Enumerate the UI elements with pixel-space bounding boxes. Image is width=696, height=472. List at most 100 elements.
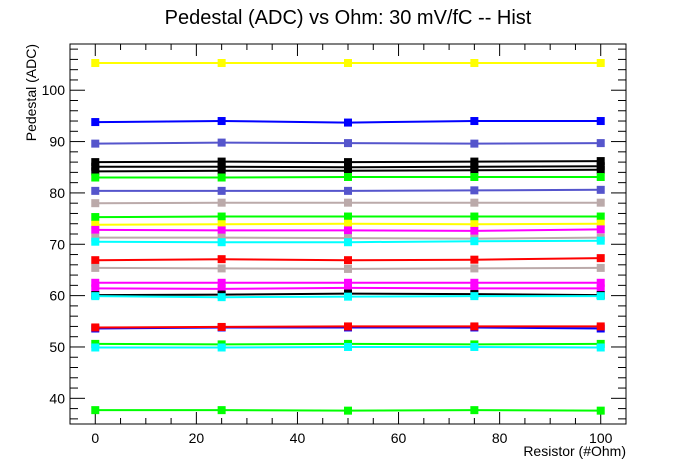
data-point [344,212,352,221]
series-14 [91,254,605,265]
data-point [344,238,352,247]
chart-title: Pedestal (ADC) vs Ohm: 30 mV/fC -- Hist [165,7,532,29]
series-10 [91,219,605,229]
series-15 [91,263,605,273]
data-point [344,118,352,127]
data-point [470,226,479,235]
data-point [217,278,226,287]
data-point [91,323,100,332]
data-point [344,219,352,228]
data-point [470,139,479,148]
data-point [344,186,352,195]
data-point [344,198,352,207]
data-point [596,59,605,67]
data-point [596,284,605,293]
y-tick-label: 90 [49,134,65,150]
y-axis: 40 50 60 70 80 90 100 [42,48,626,420]
data-point [596,236,605,245]
y-tick-label: 60 [49,288,65,304]
data-point [217,59,226,67]
data-point [91,406,100,415]
data-point [596,173,605,181]
series-17 [91,283,605,293]
data-point [344,278,352,287]
x-tick-label: 80 [492,430,508,446]
data-point [596,212,605,221]
data-point [470,59,479,67]
data-point [344,158,352,167]
data-point [91,343,100,352]
x-tick-label: 20 [189,430,205,446]
data-point [91,278,100,287]
data-point [596,185,605,194]
data-point [217,220,226,229]
data-point [596,406,605,415]
y-axis-title: Pedestal (ADC) [23,44,39,141]
data-point [217,138,226,147]
data-point [344,322,352,331]
data-point [470,292,479,301]
data-point [344,283,352,292]
data-point [596,343,605,352]
data-point [217,212,226,221]
series-3 [91,157,605,167]
data-point [344,166,352,175]
data-point [91,118,100,127]
data-point [217,173,226,182]
series-24 [91,406,605,415]
series-layer [91,59,605,415]
data-point [91,162,100,171]
data-point [470,117,479,126]
series-8 [91,198,605,208]
data-point [217,406,226,415]
series-2 [91,138,605,148]
data-point [91,225,100,234]
data-point [596,219,605,228]
data-point [217,322,226,331]
x-tick-label: 40 [290,430,306,446]
data-point [91,284,100,293]
data-point [344,59,352,67]
data-point [470,186,479,195]
series-13 [91,236,605,247]
data-point [470,166,479,175]
data-point [596,165,605,174]
data-point [470,237,479,246]
data-point [596,157,605,166]
series-21 [91,322,605,332]
data-point [91,167,100,176]
data-point [217,255,226,264]
data-point [344,173,352,181]
data-point [91,186,100,195]
data-point [596,139,605,148]
x-tick-label: 0 [91,430,99,446]
data-point [344,226,352,235]
y-tick-label: 70 [49,236,65,252]
series-16 [91,278,605,287]
data-point [91,139,100,148]
data-point [470,342,479,351]
data-point [217,293,226,302]
series-0 [91,59,605,67]
data-point [91,59,100,67]
data-point [91,199,100,208]
data-point [596,292,605,301]
series-5 [91,165,605,176]
series-7 [91,185,605,195]
data-point [91,158,100,167]
data-point [217,284,226,293]
data-point [91,220,100,229]
data-point [91,263,100,272]
data-point [596,254,605,263]
data-point [217,264,226,273]
data-point [217,238,226,247]
data-point [344,406,352,415]
data-point [91,233,100,242]
data-point [344,234,352,243]
data-point [470,278,479,287]
data-point [217,226,226,235]
data-point [91,173,100,182]
x-tick-label: 60 [391,430,407,446]
data-point [596,225,605,234]
data-point [470,212,479,221]
